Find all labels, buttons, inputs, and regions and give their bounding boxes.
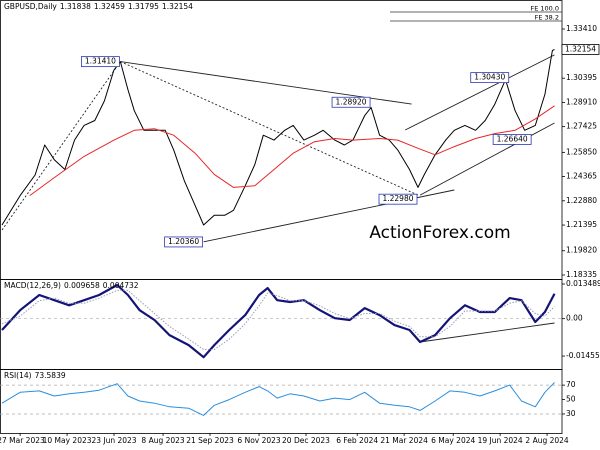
y-tick-label: 1.22880 <box>566 196 597 205</box>
x-tick-label: 8 Aug 2023 <box>141 436 184 445</box>
annotation-box <box>331 96 371 108</box>
x-tick-label: 2 Aug 2024 <box>525 436 568 445</box>
series-line <box>1 49 555 226</box>
panel-title: RSI(14) 73.5839 <box>4 371 66 380</box>
y-tick-label: 1.19820 <box>566 246 597 255</box>
watermark: ActionForex.com <box>369 223 510 243</box>
annotation-box <box>492 134 532 145</box>
panel-reading: 1.32154 <box>162 2 193 11</box>
annotation-label: 1.22980 <box>382 194 413 203</box>
annotation-box <box>81 56 120 68</box>
y-tick-label: 0.00 <box>566 314 583 323</box>
x-tick-label: 6 Nov 2023 <box>237 436 280 445</box>
x-tick-label: 19 Jun 2024 <box>478 436 523 445</box>
trendline <box>420 322 555 343</box>
panel-title: MACD(12,26,9) 0.009658 0.004732 <box>4 281 139 290</box>
y-tick-label: 50 <box>566 395 576 404</box>
x-tick-label: 10 May 2023 <box>43 436 92 445</box>
panel-reading: 1.31838 <box>60 2 91 11</box>
series-line <box>29 105 555 197</box>
annotation-box <box>164 236 204 248</box>
last-price-box <box>561 44 600 55</box>
y-tick-label: 1.25850 <box>566 147 597 156</box>
trendline <box>419 122 555 196</box>
annotation-label: 1.30430 <box>474 73 505 82</box>
annotation-label: 1.26640 <box>497 134 528 143</box>
x-tick-label: 6 May 2024 <box>431 436 475 445</box>
panel-reading: 0.009658 <box>64 281 100 290</box>
y-tick-label: 1.28910 <box>566 97 597 106</box>
annotation-label: 1.31410 <box>85 57 116 66</box>
y-tick-label: 1.33410 <box>566 24 597 33</box>
series-line <box>1 382 555 416</box>
panel-reading: 1.31795 <box>128 2 159 11</box>
y-tick-label: 30 <box>566 409 576 418</box>
annotation-box <box>470 72 510 84</box>
fe-label: FE 38.2 <box>535 13 559 21</box>
panel-reading: 73.5839 <box>35 371 66 380</box>
x-tick-label: 20 Dec 2023 <box>282 436 330 445</box>
x-tick-label: 6 Feb 2024 <box>336 436 378 445</box>
panel-frame <box>0 369 563 434</box>
y-tick-label: 1.30395 <box>566 73 597 82</box>
y-tick-label: 0.013489 <box>566 279 600 288</box>
y-tick-label: 1.18335 <box>566 270 597 279</box>
last-price-label: 1.32154 <box>565 44 596 53</box>
y-tick-label: -0.014554 <box>566 351 600 360</box>
panel-title-text: MACD(12,26,9) <box>4 281 61 290</box>
annotation-label: 1.28920 <box>336 97 367 106</box>
panel-reading: 1.32459 <box>94 2 125 11</box>
fe-label: FE 100.0 <box>530 5 559 13</box>
x-tick-label: 23 Jun 2023 <box>91 436 136 445</box>
y-tick-label: 1.21395 <box>566 220 597 229</box>
y-tick-label: 1.24365 <box>566 172 597 181</box>
y-tick-label: 70 <box>566 380 576 389</box>
x-tick-label: 27 Mar 2023 <box>0 436 45 445</box>
x-tick-label: 21 Sep 2023 <box>186 436 234 445</box>
x-tick-label: 21 Mar 2024 <box>380 436 428 445</box>
y-tick-label: 1.27425 <box>566 122 597 131</box>
series-line <box>1 283 556 359</box>
panel-reading: 0.004732 <box>103 281 139 290</box>
trendline <box>404 54 555 131</box>
annotation-box <box>378 193 418 205</box>
panel-title: GBPUSD,Daily 1.31838 1.32459 1.31795 1.32154 <box>4 2 193 11</box>
annotation-label: 1.20360 <box>168 237 199 246</box>
panel-title-text: RSI(14) <box>4 371 32 380</box>
panel-title-text: GBPUSD,Daily <box>4 2 57 11</box>
